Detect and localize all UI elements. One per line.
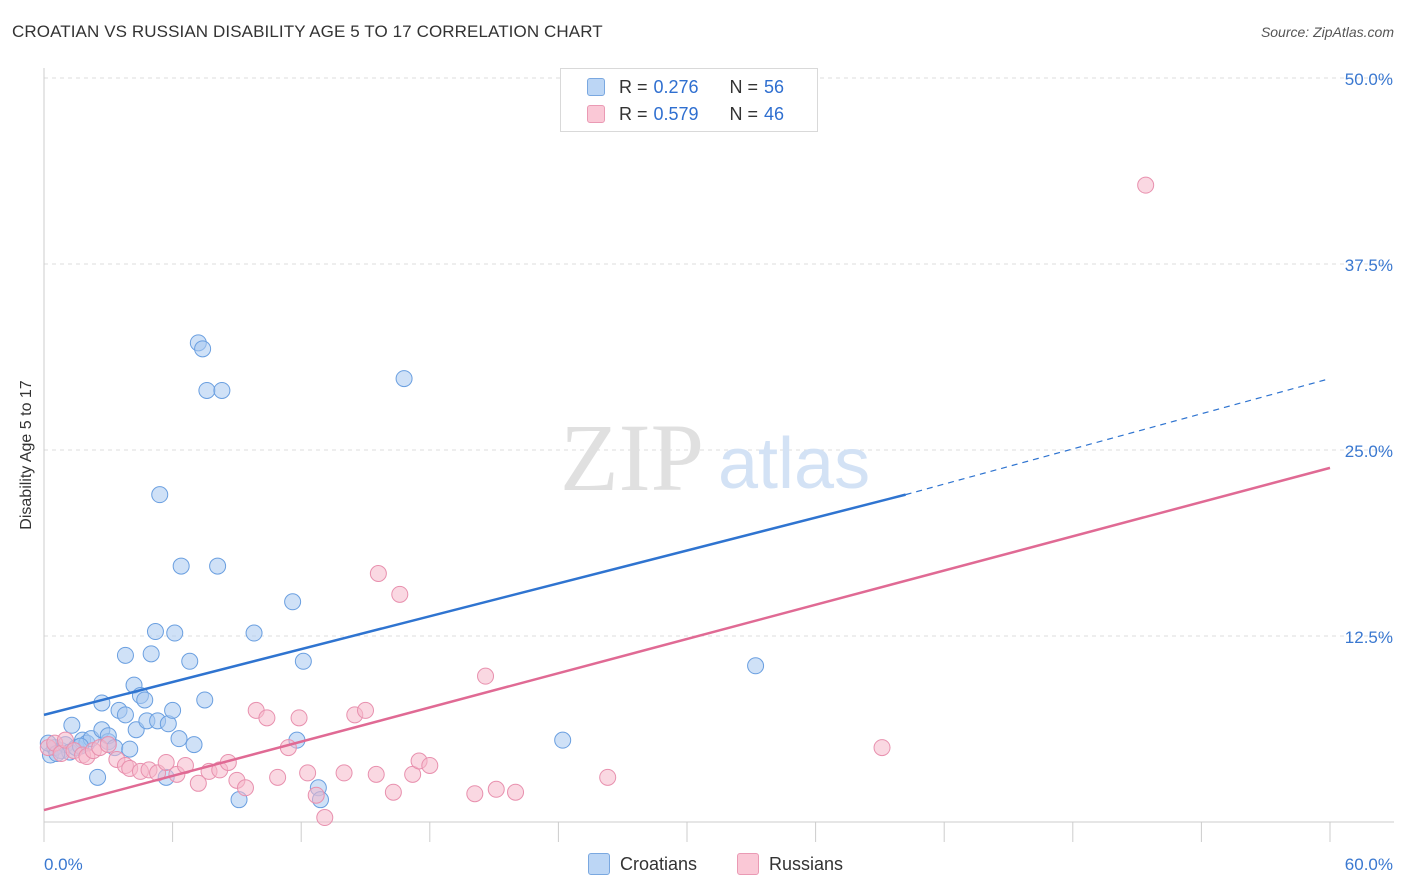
data-points [39,176,1155,827]
russian-point [299,764,317,782]
croatian-point [166,624,184,642]
russians-trend-line [43,466,1331,812]
croatian-point [63,716,81,734]
correlation-legend: R = 0.276 N = 56 R = 0.579 N = 46 [560,68,818,132]
croatian-point [136,691,154,709]
croatian-point [151,486,169,504]
legend-item-russians[interactable]: Russians [737,852,843,876]
russian-point [1137,176,1155,194]
russians-r-value: 0.579 [653,103,699,124]
croatians-trend-extension [905,377,1331,496]
russian-point [599,768,617,786]
trend-lines [43,377,1331,812]
croatian-point [121,740,139,758]
croatian-point [395,370,413,388]
chart-title: CROATIAN VS RUSSIAN DISABILITY AGE 5 TO … [12,22,603,41]
tick-labels: 12.5% 25.0% 37.5% 50.0% 0.0% 60.0% [44,70,1393,874]
russians-legend-swatch [737,853,759,875]
n-label: N = [729,76,759,97]
croatian-point [747,657,765,675]
croatians-legend-label: Croatians [620,853,698,874]
russian-point [189,774,207,792]
croatian-point [213,381,231,399]
russian-point [258,709,276,727]
russian-point [307,786,325,804]
russian-point [367,765,385,783]
y-tick-label: 50.0% [1345,70,1393,89]
croatian-point [284,593,302,611]
croatians-n-value: 56 [764,76,785,97]
croatian-point [164,701,182,719]
croatian-point [194,340,212,358]
watermark-zip: ZIP [560,404,704,511]
source-credit: Source: ZipAtlas.com [1260,24,1394,40]
russian-point [466,785,484,803]
russians-legend-label: Russians [769,853,844,874]
y-tick-label: 12.5% [1345,628,1393,647]
croatian-point [181,652,199,670]
croatians-trend-line [43,493,906,717]
croatian-point [196,691,214,709]
r-label: R = [619,103,648,124]
x-tick-label-max: 60.0% [1345,855,1393,874]
russian-point [487,780,505,798]
axes [43,68,1394,842]
russian-point [477,667,495,685]
croatian-point [198,381,216,399]
russians-swatch [587,105,605,123]
russian-point [391,585,409,603]
russian-point [384,783,402,801]
croatian-point [209,557,227,575]
russian-point [369,565,387,583]
croatian-point [185,736,203,754]
russian-point [99,736,117,754]
russian-point [357,701,374,719]
russian-point [316,809,334,827]
croatian-point [170,730,188,748]
r-label: R = [619,76,648,97]
x-tick-label-min: 0.0% [44,855,83,874]
russian-point [873,739,891,757]
russian-point [290,709,308,727]
watermark: ZIP atlas [560,404,870,511]
russian-point [507,783,525,801]
legend-item-croatians[interactable]: Croatians [588,852,697,876]
russian-point [269,768,287,786]
y-tick-label: 25.0% [1345,442,1393,461]
russian-point [157,753,175,771]
russian-point [236,779,254,797]
croatian-point [146,623,164,641]
legend-row-russians: R = 0.579 N = 46 [587,102,784,126]
croatian-point [172,557,190,575]
croatians-r-value: 0.276 [653,76,699,97]
croatians-legend-swatch [588,853,610,875]
croatians-swatch [587,78,605,96]
gridlines [44,77,1394,637]
russians-n-value: 46 [764,103,785,124]
russian-point [421,756,439,774]
croatian-point [554,731,572,749]
croatian-point [116,706,134,724]
n-label: N = [729,103,759,124]
croatian-point [142,645,160,663]
legend-row-croatians: R = 0.276 N = 56 [587,75,784,99]
croatian-point [294,652,312,670]
watermark-atlas: atlas [718,424,870,504]
croatian-point [116,646,134,664]
russian-point [335,764,353,782]
y-tick-label: 37.5% [1345,256,1393,275]
croatian-point [89,768,107,786]
croatian-point [245,624,263,642]
